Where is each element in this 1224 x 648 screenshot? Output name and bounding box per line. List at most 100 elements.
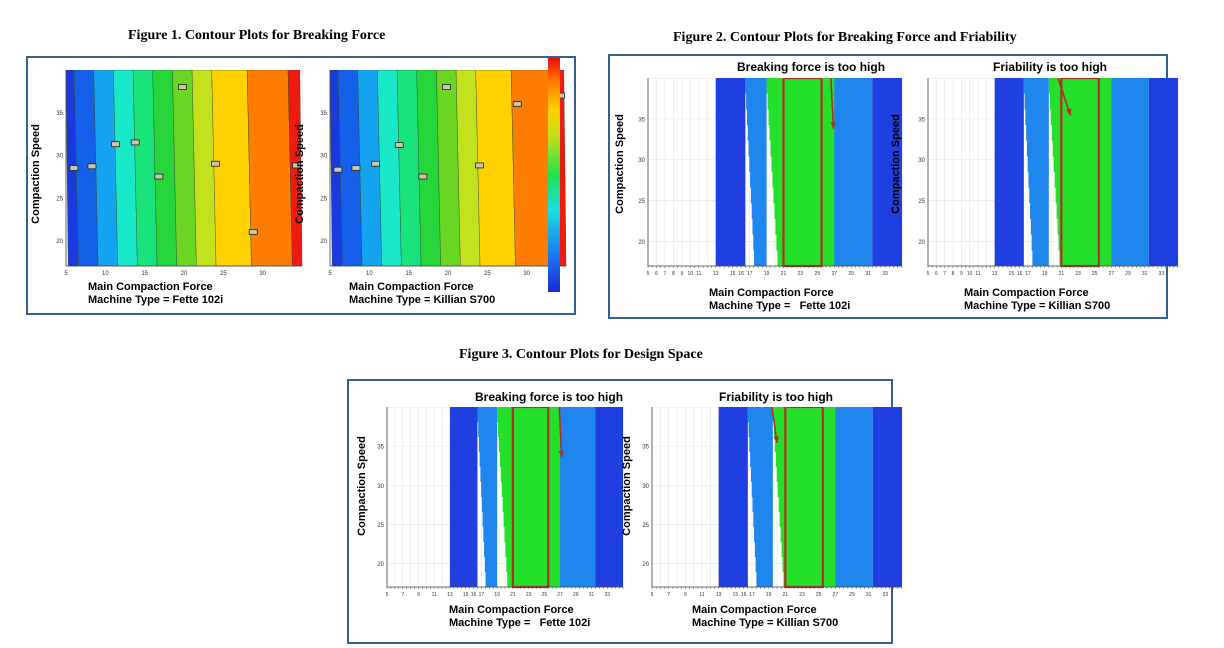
figure-3-left-xlabel: Main Compaction Force Machine Type = Fet…: [449, 604, 590, 630]
x-tick-label: 15: [141, 271, 148, 277]
x-tick-label: 23: [798, 271, 804, 277]
x-tick-label: 31: [1142, 271, 1148, 277]
y-tick-label: 35: [377, 445, 384, 451]
contour-region: [477, 407, 498, 587]
x-tick-label: 33: [882, 271, 888, 277]
x-tick-label: 25: [1092, 271, 1098, 277]
x-tick-label: 7: [943, 271, 946, 277]
x-tick-label: 19: [494, 592, 500, 598]
contour-region: [1023, 78, 1049, 266]
x-tick-label: 20: [445, 271, 452, 277]
chart-svg: 20 25 30 35 5 7 9 11 13 15 16 17 19 21 23 25 27 29 31 33: [642, 407, 903, 598]
y-tick-label: 35: [642, 445, 649, 451]
x-tick-label: 13: [713, 271, 719, 277]
x-tick-label: 33: [883, 592, 889, 598]
figure-3-right-xlabel: Main Compaction Force Machine Type = Kil…: [692, 604, 838, 630]
design-point-marker: [333, 166, 343, 173]
x-tick-label: 27: [833, 592, 839, 598]
design-point-marker: [178, 84, 187, 90]
contour-region: [747, 407, 773, 587]
x-tick-label: 11: [975, 271, 980, 277]
machine-type-label: Machine Type = Fette 102i: [449, 617, 591, 629]
x-tick-label: 13: [992, 271, 998, 277]
figure-1-colorbar: [548, 58, 578, 303]
contour-region: [872, 407, 902, 587]
x-tick-label: 13: [716, 592, 722, 598]
contour-region: [772, 407, 846, 587]
x-tick-label: 20: [181, 271, 188, 277]
figure-2-left-ylabel: Compaction Speed: [613, 114, 626, 214]
x-tick-label: 19: [1042, 271, 1048, 277]
figure-1-title: Figure 1. Contour Plots for Breaking For…: [128, 28, 386, 43]
arrow-head: [1066, 108, 1072, 116]
x-tick-label: 10: [366, 271, 373, 277]
x-tick-label: 7: [664, 271, 667, 277]
contour-region: [715, 78, 746, 266]
figure-2-annotation-breaking-force: Breaking force is too high: [737, 60, 886, 74]
x-tick-label: 30: [259, 271, 266, 277]
y-tick-label: 30: [638, 158, 645, 164]
machine-type-label: Machine Type = Killian S700: [692, 617, 839, 629]
contour-region: [766, 78, 845, 266]
x-tick-label: 30: [523, 271, 530, 277]
x-tick-label: 9: [680, 271, 683, 277]
y-tick-label: 30: [377, 484, 384, 490]
x-tick-label: 27: [557, 592, 563, 598]
chart-svg: 20 25 30 35 5 10 15 20 25 30: [56, 70, 303, 277]
xlabel-text: Main Compaction Force: [88, 281, 213, 293]
y-tick-label: 25: [56, 196, 63, 202]
y-tick-label: 20: [642, 562, 649, 568]
design-point-marker: [248, 229, 258, 235]
figure-1-right-xlabel: Main Compaction Force Machine Type = Kil…: [349, 281, 495, 307]
x-tick-label: 15: [733, 592, 739, 598]
figure-3-left-plot: 20 25 30 35 5 7 9 11 13 15 16 17 19 21 23 25 27 29 31 33: [371, 407, 627, 605]
y-tick-label: 25: [638, 199, 645, 205]
contour-region: [834, 78, 873, 266]
y-tick-label: 35: [320, 111, 327, 117]
figure-2-title: Figure 2. Contour Plots for Breaking For…: [673, 30, 1017, 45]
figure-3-right-plot: 20 25 30 35 5 7 9 11 13 15 16 17 19 21 23 25 27 29 31 33: [636, 407, 906, 605]
x-tick-label: 17: [1025, 271, 1031, 277]
arrow-head: [558, 450, 565, 458]
y-tick-label: 25: [377, 523, 384, 529]
x-tick-label: 19: [766, 592, 772, 598]
y-tick-label: 30: [642, 484, 649, 490]
x-tick-label: 9: [417, 592, 420, 598]
figure-3-right-ylabel: Compaction Speed: [620, 436, 633, 536]
x-tick-label: 9: [960, 271, 963, 277]
xlabel-text: Main Compaction Force: [709, 287, 834, 299]
x-tick-label: 23: [799, 592, 805, 598]
contour-region: [718, 407, 748, 587]
x-tick-label: 6: [655, 271, 658, 277]
x-tick-label: 23: [526, 592, 532, 598]
x-tick-label: 29: [573, 592, 579, 598]
xlabel-text: Main Compaction Force: [349, 281, 474, 293]
x-tick-label: 11: [696, 271, 701, 277]
x-tick-label: 17: [747, 271, 753, 277]
x-tick-label: 11: [699, 592, 704, 598]
x-tick-label: 17: [479, 592, 485, 598]
x-tick-label: 25: [816, 592, 822, 598]
design-point-marker: [418, 173, 428, 180]
x-tick-label: 19: [764, 271, 770, 277]
xlabel-text: Main Compaction Force: [692, 604, 817, 616]
x-tick-label: 31: [865, 271, 871, 277]
chart-svg: 20 25 30 35 5 6 7 8 9 10 11 13 15 16 17 19 21 23 25 27 29 31 3…: [918, 78, 1179, 277]
contour-region: [497, 407, 570, 587]
y-tick-label: 35: [638, 117, 645, 123]
machine-type-label: Machine Type = Fette 102i: [88, 294, 224, 306]
x-tick-label: 16: [741, 592, 747, 598]
contour-region: [872, 78, 902, 266]
x-tick-label: 6: [935, 271, 938, 277]
x-tick-label: 21: [510, 592, 516, 598]
x-tick-label: 8: [952, 271, 955, 277]
x-tick-label: 15: [405, 271, 412, 277]
y-tick-label: 30: [918, 158, 925, 164]
figure-1-left-xlabel: Main Compaction Force Machine Type = Fet…: [88, 281, 223, 307]
x-tick-label: 5: [328, 271, 332, 277]
x-tick-label: 29: [1125, 271, 1131, 277]
machine-type-label: Machine Type = Fette 102i: [709, 300, 851, 312]
colorbar-gradient: [548, 58, 560, 292]
design-point-marker: [292, 162, 301, 169]
x-tick-label: 10: [688, 271, 694, 277]
